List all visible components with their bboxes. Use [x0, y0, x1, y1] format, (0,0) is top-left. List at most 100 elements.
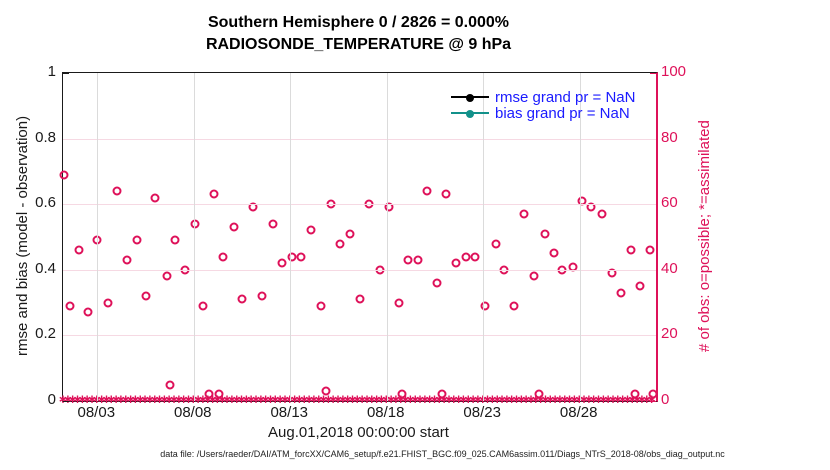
assimilated-obs-marker: ∗ [559, 391, 570, 406]
y-tick-mark-left [63, 401, 69, 402]
assimilated-obs-marker: ∗ [303, 391, 314, 406]
assimilated-obs-marker: ∗ [501, 391, 512, 406]
possible-obs-marker [384, 202, 394, 212]
assimilated-obs-marker: ∗ [226, 391, 237, 406]
assimilated-obs-marker: ∗ [496, 391, 507, 406]
rmse-line-swatch [451, 94, 489, 102]
assimilated-obs-marker: ∗ [323, 391, 334, 406]
possible-obs-marker [214, 389, 224, 399]
possible-obs-marker [287, 252, 297, 262]
assimilated-obs-marker: ∗ [352, 391, 363, 406]
assimilated-obs-marker: ∗ [183, 391, 194, 406]
assimilated-obs-marker: ∗ [77, 391, 88, 406]
x-tick-label: 08/13 [270, 404, 309, 421]
assimilated-obs-marker: ∗ [424, 391, 435, 406]
possible-obs-marker [218, 252, 228, 262]
y-tick-mark-left [63, 73, 69, 74]
assimilated-obs-marker: ∗ [405, 391, 416, 406]
assimilated-obs-marker: ∗ [212, 391, 223, 406]
possible-obs-marker [316, 301, 326, 311]
assimilated-obs-marker: ∗ [221, 391, 232, 406]
assimilated-obs-marker: ∗ [414, 391, 425, 406]
assimilated-obs-marker: ∗ [347, 391, 358, 406]
assimilated-obs-marker: ∗ [294, 391, 305, 406]
assimilated-obs-marker: ∗ [110, 391, 122, 406]
assimilated-obs-marker: ∗ [448, 391, 459, 406]
y-tick-label-right: 40 [661, 259, 678, 277]
assimilated-obs-marker: ∗ [472, 391, 483, 406]
assimilated-obs-marker: ∗ [478, 393, 488, 405]
x-tick-label: 08/08 [173, 404, 212, 421]
possible-obs-marker [112, 186, 122, 196]
possible-obs-marker [321, 386, 331, 396]
possible-obs-marker [122, 255, 132, 265]
assimilated-obs-marker: ∗ [593, 391, 604, 406]
x-tick-label: 08/23 [463, 404, 501, 421]
assimilated-obs-marker: ∗ [578, 391, 589, 406]
possible-obs-marker [432, 278, 442, 288]
possible-obs-marker [132, 235, 142, 245]
assimilated-obs-marker: ∗ [101, 391, 112, 406]
assimilated-obs-marker: ∗ [463, 391, 474, 406]
assimilated-obs-marker: ∗ [82, 391, 93, 406]
legend-label-bias: bias grand pr = NaN [495, 104, 630, 122]
assimilated-obs-marker: ∗ [535, 391, 546, 406]
assimilated-obs-marker: ∗ [270, 391, 281, 406]
assimilated-obs-marker: ∗ [453, 391, 464, 406]
x-axis-label: Aug.01,2018 00:00:00 start [268, 424, 449, 441]
possible-obs-marker [345, 229, 355, 239]
possible-obs-marker [630, 389, 640, 399]
assimilated-obs-marker: ∗ [178, 391, 189, 406]
assimilated-obs-marker: ∗ [115, 391, 126, 406]
assimilated-obs-marker: ∗ [598, 391, 609, 406]
assimilated-obs-marker: ∗ [607, 391, 618, 406]
assimilated-obs-marker: ∗ [641, 391, 652, 406]
legend-entry-rmse: rmse grand pr = NaN [451, 89, 635, 106]
assimilated-obs-marker: ∗ [164, 391, 175, 406]
assimilated-obs-marker: ∗ [521, 391, 532, 406]
possible-obs-marker [491, 239, 501, 249]
y-tick-mark-right [650, 401, 656, 402]
x-tick-label: 08/03 [77, 404, 116, 421]
possible-obs-marker [635, 281, 645, 291]
possible-obs-marker [422, 186, 432, 196]
horizontal-gridline [63, 335, 656, 337]
possible-obs-marker [296, 252, 306, 262]
possible-obs-marker [597, 209, 607, 219]
possible-obs-marker [509, 301, 519, 311]
assimilated-obs-marker: ∗ [636, 391, 647, 406]
possible-obs-marker [162, 271, 172, 281]
possible-obs-marker [534, 389, 544, 399]
assimilated-obs-marker: ∗ [631, 391, 643, 406]
assimilated-obs-marker: ∗ [308, 391, 319, 406]
possible-obs-marker [150, 193, 160, 203]
assimilated-obs-marker: ∗ [530, 391, 541, 406]
assimilated-obs-marker: ∗ [149, 391, 160, 406]
assimilated-obs-marker: ∗ [173, 391, 184, 406]
assimilated-obs-marker: ∗ [554, 391, 565, 406]
assimilated-obs-marker: ∗ [376, 391, 387, 406]
assimilated-obs-marker: ∗ [217, 391, 228, 406]
assimilated-obs-marker: ∗ [545, 391, 556, 406]
assimilated-obs-marker: ∗ [318, 391, 329, 406]
assimilated-obs-marker: ∗ [120, 391, 131, 406]
assimilated-obs-marker: ∗ [603, 391, 614, 406]
assimilated-obs-marker: ∗ [299, 391, 310, 406]
assimilated-obs-marker: ∗ [400, 391, 411, 406]
assimilated-obs-marker: ∗ [236, 391, 247, 406]
assimilated-obs-marker: ∗ [429, 391, 440, 406]
vertical-gridline [579, 73, 581, 401]
x-tick-label: 08/18 [366, 404, 405, 421]
assimilated-obs-marker: ∗ [125, 391, 136, 406]
assimilated-obs-marker: ∗ [487, 391, 498, 406]
assimilated-obs-marker: ∗ [381, 393, 391, 405]
possible-obs-marker [648, 389, 658, 399]
assimilated-obs-marker: ∗ [371, 391, 382, 406]
assimilated-obs-marker: ∗ [250, 391, 261, 406]
assimilated-obs-marker: ∗ [135, 391, 146, 406]
assimilated-obs-marker: ∗ [342, 391, 353, 406]
assimilated-obs-marker: ∗ [588, 391, 599, 406]
possible-obs-marker [170, 235, 180, 245]
vertical-gridline [483, 73, 485, 401]
